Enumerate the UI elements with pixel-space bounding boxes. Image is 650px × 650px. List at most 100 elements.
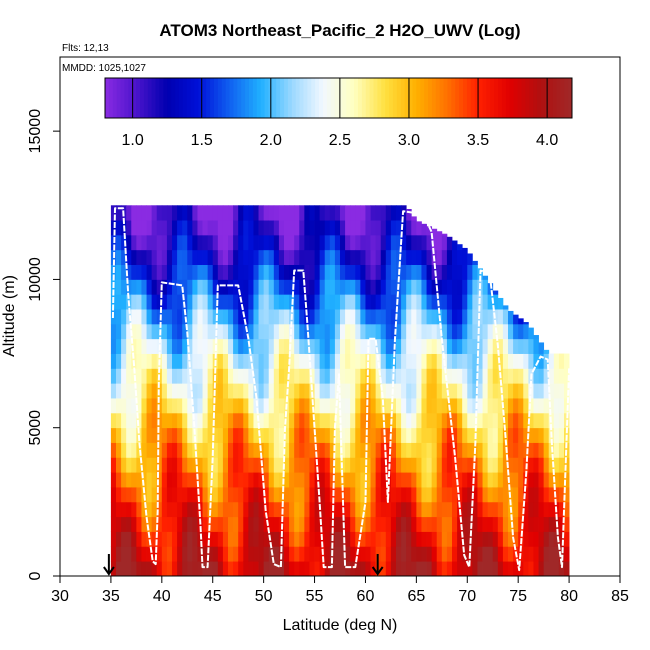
heatmap-cell <box>482 487 489 503</box>
heatmap-cell <box>217 472 224 488</box>
heatmap-cell <box>187 383 193 399</box>
heatmap-cell <box>436 338 443 354</box>
heatmap-cell <box>110 383 117 399</box>
heatmap-cell <box>406 457 412 473</box>
heatmap-cell <box>273 220 280 236</box>
heatmap-cell <box>233 338 239 354</box>
heatmap-cell <box>172 338 178 354</box>
heatmap-cell <box>207 516 214 532</box>
heatmap-cell <box>172 442 178 458</box>
heatmap-cell <box>202 264 209 280</box>
heatmap-cell <box>116 249 122 265</box>
heatmap-cell <box>360 531 366 547</box>
heatmap-cell <box>294 398 300 414</box>
heatmap-cell <box>396 383 402 399</box>
heatmap-cell <box>263 427 270 443</box>
heatmap-cell <box>314 501 321 518</box>
heatmap-cell <box>116 546 122 562</box>
colorbar-segment <box>560 78 565 118</box>
heatmap-cell <box>406 294 412 310</box>
heatmap-cell <box>268 368 275 384</box>
heatmap-cell <box>350 516 356 532</box>
heatmap-cell <box>462 398 468 414</box>
heatmap-cell <box>411 309 417 325</box>
heatmap-cell <box>304 472 310 488</box>
colorbar-segment <box>443 78 448 118</box>
heatmap-cell <box>263 516 270 532</box>
heatmap-cell <box>222 323 229 340</box>
chart-title: ATOM3 Northeast_Pacific_2 H2O_UWV (Log) <box>159 21 520 40</box>
heatmap-cell <box>126 368 132 384</box>
heatmap-cell <box>441 487 448 503</box>
heatmap-cell <box>110 323 117 340</box>
heatmap-cell <box>446 353 453 369</box>
heatmap-cell <box>319 234 326 251</box>
heatmap-cell <box>263 279 270 295</box>
heatmap-cell <box>289 516 295 532</box>
heatmap-cell <box>396 368 402 384</box>
heatmap-cell <box>370 442 377 458</box>
heatmap-cell <box>411 546 417 562</box>
heatmap-cell <box>294 516 300 532</box>
heatmap-cell <box>192 516 198 532</box>
heatmap-cell <box>441 383 448 399</box>
heatmap-cell <box>253 427 259 443</box>
heatmap-cell <box>289 457 295 473</box>
heatmap-cell <box>197 323 203 340</box>
heatmap-cell <box>253 205 259 221</box>
heatmap-cell <box>121 442 127 458</box>
heatmap-cell <box>222 442 229 458</box>
heatmap-cell <box>390 234 397 251</box>
heatmap-cell <box>141 309 147 325</box>
x-axis-label: Latitude (deg N) <box>283 617 398 634</box>
heatmap-cell <box>426 531 433 547</box>
heatmap-cell <box>502 309 509 325</box>
heatmap-cell <box>553 368 560 384</box>
heatmap-cell <box>166 561 173 577</box>
heatmap-cell <box>385 249 392 265</box>
heatmap-cell <box>508 427 514 443</box>
heatmap-cell <box>228 427 234 443</box>
heatmap-cell <box>396 338 402 354</box>
heatmap-cell <box>177 531 183 547</box>
heatmap-cell <box>431 294 438 310</box>
heatmap-cell <box>278 205 285 221</box>
heatmap-cell <box>258 205 265 221</box>
heatmap-cell <box>390 531 397 547</box>
heatmap-cell <box>238 368 244 384</box>
heatmap-cell <box>197 353 203 369</box>
heatmap-cell <box>131 487 137 503</box>
heatmap-cell <box>446 546 453 562</box>
heatmap-cell <box>273 234 280 251</box>
heatmap-cell <box>263 457 270 473</box>
heatmap-cell <box>345 220 351 236</box>
heatmap-cell <box>365 338 371 354</box>
colorbar-segment <box>338 78 343 118</box>
heatmap-cell <box>217 546 224 562</box>
heatmap-cell <box>421 309 427 325</box>
heatmap-cell <box>345 368 351 384</box>
heatmap-cell <box>136 249 142 265</box>
heatmap-cell <box>492 531 499 547</box>
heatmap-cell <box>340 338 346 354</box>
heatmap-cell <box>523 442 529 458</box>
heatmap-cell <box>436 472 443 488</box>
heatmap-cell <box>345 309 351 325</box>
heatmap-cell <box>299 472 305 488</box>
heatmap-cell <box>334 205 341 221</box>
colorbar-segment <box>392 78 398 118</box>
colorbar-tick-label: 3.5 <box>467 132 489 149</box>
heatmap-cell <box>502 516 509 532</box>
heatmap-cell <box>452 501 458 518</box>
heatmap-cell <box>177 323 183 340</box>
heatmap-cell <box>467 487 473 503</box>
heatmap-cell <box>248 338 254 354</box>
heatmap-cell <box>421 368 427 384</box>
heatmap-cell <box>452 294 458 310</box>
heatmap-cell <box>192 531 198 547</box>
colorbar-segment <box>175 78 180 118</box>
heatmap-cell <box>131 220 137 236</box>
heatmap-cell <box>360 249 366 265</box>
heatmap-cell <box>411 516 417 532</box>
heatmap-cell <box>304 546 310 562</box>
